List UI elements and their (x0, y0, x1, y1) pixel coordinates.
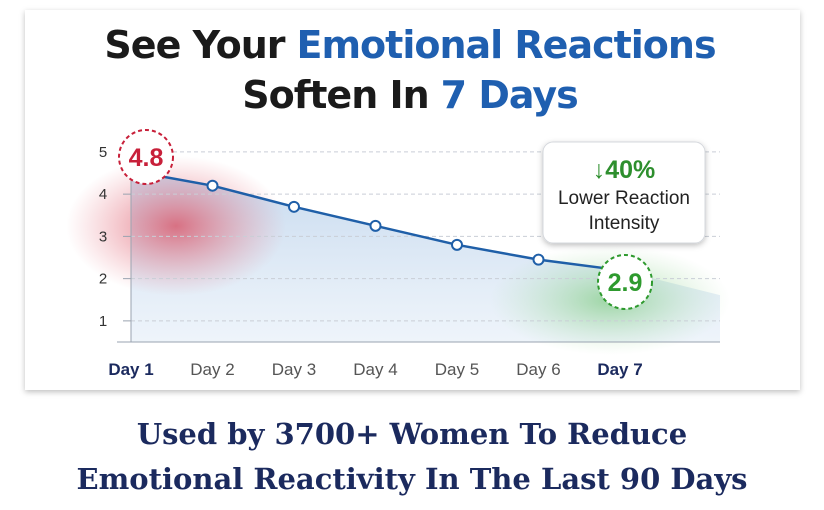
y-tick-label: 3 (99, 228, 107, 245)
y-tick-label: 1 (99, 313, 107, 330)
data-point (288, 200, 300, 213)
x-tick-label: Day 6 (516, 360, 560, 379)
x-tick-label: Day 3 (272, 360, 316, 379)
data-point (206, 179, 219, 192)
callout-title: ↓40% (593, 156, 656, 184)
x-tick-label: Day 7 (597, 360, 642, 379)
headline-plain: See Your (104, 23, 285, 67)
x-tick-label: Day 2 (190, 360, 234, 379)
annotation-text: 4.8 (129, 144, 164, 172)
annotation-text: 2.9 (608, 269, 643, 297)
headline-line-2: Soften In 7 Days (242, 73, 578, 117)
y-tick-label: 2 (99, 271, 107, 288)
annotation-circle (118, 129, 174, 185)
footer-line: Emotional Reactivity In The Last 90 Days (76, 462, 747, 496)
footer-line: Used by 3700+ Women To Reduce (137, 417, 687, 451)
callout-text: Lower Reaction (558, 188, 690, 209)
headline-accent: 7 Days (441, 73, 578, 117)
callout-box (542, 141, 706, 244)
plot: 1 2 3 4 5 Day 1 Day 2 Day 3 Day 4 Day 5 Day 6 Day 7… (66, 129, 730, 379)
callout-text: Intensity (589, 213, 660, 234)
annotation-circle (597, 254, 653, 310)
headline-line-1: See Your Emotional Reactions (104, 23, 715, 67)
x-tick-label: Day 4 (353, 360, 397, 379)
data-point (532, 253, 545, 266)
data-point (451, 238, 463, 251)
headline-accent: Emotional Reactions (297, 23, 716, 67)
y-tick-label: 4 (99, 186, 107, 203)
headline-plain: Soften In (242, 73, 428, 117)
x-tick-label: Day 1 (108, 360, 153, 379)
y-tick-label: 5 (99, 144, 107, 161)
data-point (369, 219, 382, 232)
x-tick-label: Day 5 (435, 360, 479, 379)
